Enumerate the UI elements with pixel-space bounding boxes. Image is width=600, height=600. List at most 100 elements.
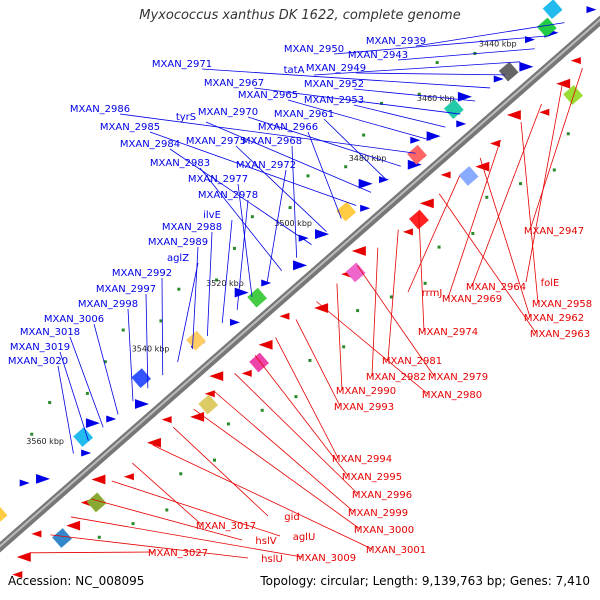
forward-gene-label[interactable]: MXAN_3018 bbox=[20, 327, 80, 338]
gene-feature-block[interactable] bbox=[536, 17, 557, 38]
forward-gene-arrow[interactable] bbox=[493, 75, 504, 83]
forward-gene-arrow[interactable] bbox=[456, 120, 467, 128]
reverse-gene-arrow[interactable] bbox=[570, 57, 581, 65]
forward-gene-arrow[interactable] bbox=[36, 473, 51, 484]
forward-gene-arrow[interactable] bbox=[315, 229, 330, 239]
forward-gene-label[interactable]: MXAN_2971 bbox=[152, 59, 212, 70]
reverse-gene-label[interactable]: MXAN_3001 bbox=[366, 545, 426, 556]
forward-gene-arrow[interactable] bbox=[261, 279, 272, 287]
reverse-gene-label[interactable]: MXAN_2947 bbox=[524, 226, 584, 237]
forward-gene-label[interactable]: MXAN_2952 bbox=[304, 79, 364, 90]
reverse-gene-label[interactable]: MXAN_3000 bbox=[354, 525, 414, 536]
forward-gene-label[interactable]: MXAN_2997 bbox=[96, 284, 156, 295]
reverse-gene-arrow[interactable] bbox=[475, 161, 490, 172]
reverse-gene-label[interactable]: MXAN_2974 bbox=[418, 327, 478, 338]
reverse-gene-arrow[interactable] bbox=[506, 110, 521, 120]
forward-gene-label[interactable]: MXAN_2983 bbox=[150, 158, 210, 169]
forward-gene-arrow[interactable] bbox=[358, 178, 373, 189]
forward-gene-label[interactable]: MXAN_2966 bbox=[258, 122, 318, 133]
reverse-gene-label[interactable]: MXAN_2995 bbox=[342, 472, 402, 483]
forward-gene-label[interactable]: MXAN_3006 bbox=[44, 314, 104, 325]
forward-gene-label[interactable]: tyrS bbox=[176, 112, 196, 123]
gene-feature-block[interactable] bbox=[198, 394, 219, 415]
reverse-gene-arrow[interactable] bbox=[66, 520, 81, 531]
forward-gene-label[interactable]: MXAN_2943 bbox=[348, 50, 408, 61]
forward-gene-label[interactable]: MXAN_2972 bbox=[236, 160, 296, 171]
gene-feature-block[interactable] bbox=[131, 368, 152, 388]
forward-gene-arrow[interactable] bbox=[407, 159, 422, 170]
reverse-gene-label[interactable]: MXAN_2964 bbox=[466, 282, 526, 293]
reverse-gene-arrow[interactable] bbox=[314, 303, 329, 313]
forward-gene-label[interactable]: MXAN_2988 bbox=[162, 222, 222, 233]
reverse-gene-label[interactable]: hslU bbox=[261, 554, 283, 565]
reverse-gene-label[interactable]: MXAN_2996 bbox=[352, 490, 412, 501]
forward-gene-label[interactable]: MXAN_2989 bbox=[148, 237, 208, 248]
forward-gene-label[interactable]: MXAN_2975 bbox=[186, 136, 246, 147]
reverse-gene-arrow[interactable] bbox=[12, 571, 23, 579]
reverse-gene-label[interactable]: MXAN_2993 bbox=[334, 402, 394, 413]
reverse-gene-arrow[interactable] bbox=[419, 198, 434, 209]
forward-gene-label[interactable]: MXAN_2967 bbox=[204, 78, 264, 89]
gene-feature-block[interactable] bbox=[458, 166, 479, 186]
reverse-gene-label[interactable]: MXAN_2999 bbox=[348, 508, 408, 519]
gene-feature-block[interactable] bbox=[86, 492, 107, 513]
forward-gene-label[interactable]: MXAN_2977 bbox=[188, 174, 248, 185]
reverse-gene-label[interactable]: MXAN_3027 bbox=[148, 548, 208, 559]
gene-feature-block[interactable] bbox=[52, 528, 72, 548]
reverse-gene-label[interactable]: aglU bbox=[293, 532, 316, 543]
forward-gene-label[interactable]: MXAN_2965 bbox=[238, 90, 298, 101]
reverse-gene-label[interactable]: MXAN_2990 bbox=[336, 386, 396, 397]
reverse-gene-label[interactable]: gid bbox=[284, 512, 299, 523]
reverse-gene-arrow[interactable] bbox=[489, 140, 500, 148]
reverse-gene-arrow[interactable] bbox=[204, 390, 215, 398]
reverse-gene-label[interactable]: MXAN_2979 bbox=[428, 372, 488, 383]
reverse-gene-label[interactable]: MXAN_3009 bbox=[296, 553, 356, 564]
reverse-gene-label[interactable]: MXAN_2963 bbox=[530, 329, 590, 340]
reverse-gene-label[interactable]: MXAN_2969 bbox=[442, 294, 502, 305]
forward-gene-arrow[interactable] bbox=[19, 479, 30, 487]
gene-feature-block[interactable] bbox=[0, 504, 8, 525]
forward-gene-arrow[interactable] bbox=[519, 61, 534, 72]
reverse-gene-label[interactable]: MXAN_2958 bbox=[532, 299, 592, 310]
reverse-gene-label[interactable]: MXAN_2982 bbox=[366, 372, 426, 383]
forward-gene-label[interactable]: ilvE bbox=[203, 210, 221, 221]
reverse-gene-arrow[interactable] bbox=[241, 369, 252, 377]
forward-gene-arrow[interactable] bbox=[457, 91, 472, 102]
forward-gene-label[interactable]: MXAN_2950 bbox=[284, 44, 344, 55]
reverse-gene-arrow[interactable] bbox=[258, 339, 273, 350]
reverse-gene-label[interactable]: MXAN_2962 bbox=[524, 313, 584, 324]
forward-gene-arrow[interactable] bbox=[234, 287, 249, 298]
forward-gene-label[interactable]: MXAN_2939 bbox=[366, 36, 426, 47]
forward-gene-label[interactable]: MXAN_2968 bbox=[242, 136, 302, 147]
forward-gene-arrow[interactable] bbox=[298, 234, 309, 242]
reverse-gene-label[interactable]: rrmJ bbox=[422, 288, 443, 299]
forward-gene-arrow[interactable] bbox=[426, 131, 441, 142]
gene-feature-block[interactable] bbox=[186, 330, 206, 351]
forward-gene-label[interactable]: MXAN_2986 bbox=[70, 104, 130, 115]
forward-gene-arrow[interactable] bbox=[293, 260, 308, 271]
forward-gene-label[interactable]: MXAN_2985 bbox=[100, 122, 160, 133]
reverse-gene-arrow[interactable] bbox=[539, 108, 550, 116]
reverse-gene-arrow[interactable] bbox=[123, 473, 134, 481]
gene-feature-block[interactable] bbox=[336, 201, 357, 222]
forward-gene-label[interactable]: MXAN_2992 bbox=[112, 268, 172, 279]
forward-gene-label[interactable]: MXAN_2949 bbox=[306, 63, 366, 74]
reverse-gene-arrow[interactable] bbox=[16, 552, 31, 562]
reverse-gene-arrow[interactable] bbox=[190, 411, 205, 422]
gene-feature-block[interactable] bbox=[563, 85, 583, 105]
forward-gene-arrow[interactable] bbox=[85, 418, 100, 429]
reverse-gene-arrow[interactable] bbox=[440, 171, 451, 179]
reverse-gene-arrow[interactable] bbox=[556, 78, 571, 89]
forward-gene-label[interactable]: MXAN_2961 bbox=[274, 109, 334, 120]
gene-feature-block[interactable] bbox=[247, 287, 268, 308]
reverse-gene-arrow[interactable] bbox=[161, 416, 172, 424]
reverse-gene-label[interactable]: MXAN_3017 bbox=[196, 521, 256, 532]
reverse-gene-label[interactable]: MXAN_2981 bbox=[382, 356, 442, 367]
gene-feature-block[interactable] bbox=[498, 61, 519, 82]
forward-gene-label[interactable]: MXAN_3020 bbox=[8, 356, 68, 367]
reverse-gene-label[interactable]: MXAN_2980 bbox=[422, 390, 482, 401]
forward-gene-arrow[interactable] bbox=[410, 136, 421, 144]
forward-gene-label[interactable]: MXAN_2984 bbox=[120, 139, 180, 150]
reverse-gene-label[interactable]: folE bbox=[541, 278, 560, 289]
reverse-gene-label[interactable]: MXAN_2994 bbox=[332, 454, 392, 465]
